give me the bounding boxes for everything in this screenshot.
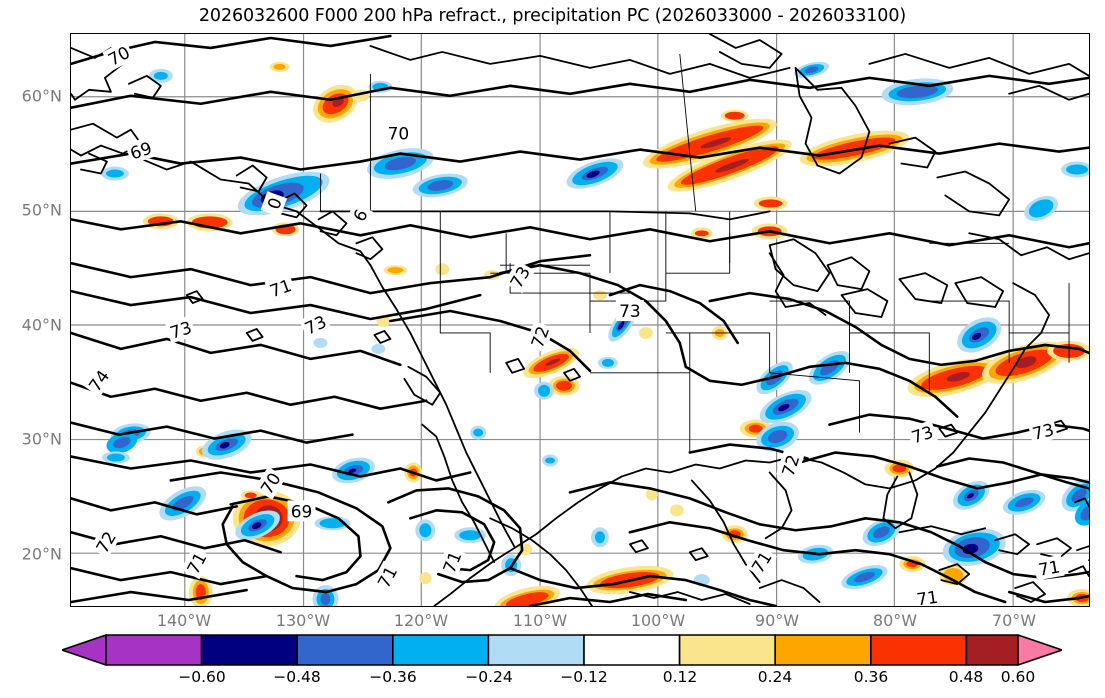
colorbar-tick-label: −0.48 [273,668,321,686]
svg-text:70: 70 [388,124,410,144]
colorbar-tick-label: 0.12 [662,668,698,686]
map-plot-area: 70 69 70 71 [70,33,1090,607]
xtick-label: 130°W [275,611,331,630]
coastlines [71,34,1089,606]
ytick-label: 60°N [21,86,62,106]
ytick-label: 50°N [21,200,62,220]
colorbar-tick-label: 0.48 [948,668,984,686]
svg-text:74: 74 [85,366,114,395]
colorbar[interactable]: −0.60 −0.48 −0.36 −0.24 −0.12 0.12 0.24 … [62,634,1062,694]
colorbar-tick-label: 0.36 [853,668,889,686]
page-title: 2026032600 F000 200 hPa refract., precip… [198,6,907,26]
svg-text:71: 71 [915,587,939,606]
colorbar-tick-label: −0.12 [560,668,608,686]
map-canvas: 70 69 70 71 [71,34,1089,606]
colorbar-tick-label: −0.24 [465,668,513,686]
ytick-label: 30°N [21,429,62,449]
colorbar-swatches [62,634,1062,666]
svg-text:71: 71 [373,563,401,591]
colorbar-tick-label: 0.24 [757,668,793,686]
colorbar-swatch [105,634,203,666]
colorbar-swatch [869,634,968,666]
contour-labels: 70 69 70 71 [82,40,1065,606]
precip-anomaly-shading [100,61,1089,606]
xtick-label: 90°W [754,611,800,630]
state-borders [320,53,1070,453]
ytick-label: 20°N [21,544,62,564]
xtick-label: 140°W [156,611,212,630]
ytick-label: 40°N [21,315,62,335]
colorbar-tick-label: 0.60 [1000,668,1036,686]
colorbar-under-cap [62,634,107,666]
xtick-label: 110°W [512,611,568,630]
colorbar-swatch [296,634,394,666]
colorbar-swatch [391,634,490,666]
colorbar-swatch [487,634,585,666]
xtick-label: 100°W [630,611,686,630]
svg-text:73: 73 [619,301,641,321]
xtick-label: 120°W [393,611,449,630]
colorbar-swatch [200,634,299,666]
colorbar-swatch [774,634,872,666]
svg-text:72: 72 [92,528,120,557]
svg-text:71: 71 [1037,556,1062,579]
svg-text:69: 69 [291,501,313,521]
refractivity-contours [71,34,1089,606]
colorbar-swatch [965,634,1019,666]
colorbar-over-cap [1017,634,1062,666]
xtick-label: 80°W [872,611,918,630]
colorbar-tick-label: −0.60 [178,668,226,686]
colorbar-swatch [678,634,776,666]
colorbar-tick-label: −0.36 [369,668,417,686]
xtick-label: 70°W [991,611,1037,630]
colorbar-swatch [583,634,681,666]
svg-text:70: 70 [105,42,133,70]
